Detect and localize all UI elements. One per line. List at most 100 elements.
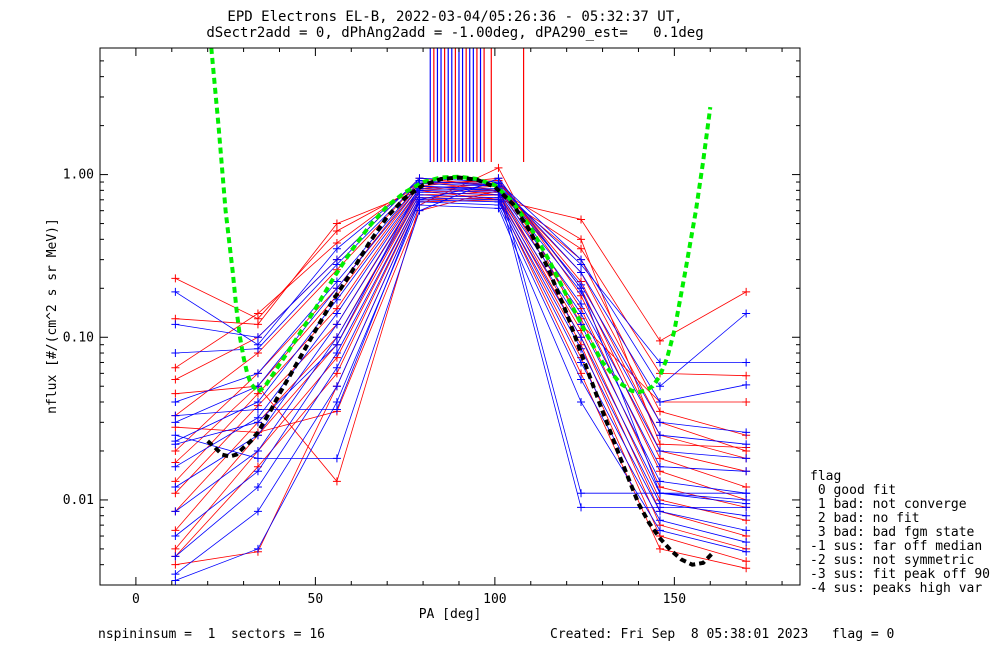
series-line-7 <box>175 183 747 501</box>
y-tick-label: 1.00 <box>63 168 94 183</box>
data-point-marker <box>494 204 503 213</box>
data-point-marker <box>171 363 180 372</box>
data-point-marker <box>332 260 341 269</box>
plot-frame <box>99 47 801 586</box>
data-point-marker <box>742 526 751 535</box>
data-point-marker <box>577 489 586 498</box>
data-point-marker <box>332 309 341 318</box>
data-point-marker <box>171 397 180 406</box>
data-point-marker <box>332 227 341 236</box>
data-point-marker <box>656 382 664 391</box>
data-point-marker <box>332 405 341 414</box>
series-line-13 <box>175 199 747 569</box>
data-point-marker <box>332 477 341 486</box>
legend-item-5: -2 sus: not symmetric <box>810 553 975 568</box>
data-point-marker <box>577 244 586 253</box>
data-point-marker <box>171 446 180 455</box>
y-axis-label: nflux [#/(cm^2 s sr MeV)] <box>45 218 60 414</box>
data-point-marker <box>415 206 424 215</box>
data-point-marker <box>253 405 262 414</box>
series-line-29 <box>175 177 747 501</box>
data-point-marker <box>656 477 664 486</box>
data-point-marker <box>171 431 180 440</box>
data-point-marker <box>253 309 262 318</box>
legend-item-2: 2 bad: no fit <box>810 511 920 526</box>
data-point-marker <box>656 336 664 345</box>
data-point-marker <box>253 418 262 427</box>
data-point-marker <box>577 284 586 293</box>
data-point-marker <box>171 576 180 585</box>
data-point-marker <box>253 454 262 463</box>
data-point-marker <box>742 287 751 296</box>
data-point-marker <box>577 375 586 384</box>
data-point-marker <box>253 507 262 516</box>
data-point-marker <box>742 538 751 547</box>
data-point-marker <box>656 503 664 512</box>
data-point-marker <box>332 340 341 349</box>
series-line-20 <box>175 185 747 445</box>
data-point-marker <box>253 446 262 455</box>
data-point-marker <box>742 564 751 573</box>
black-fit-curve <box>206 175 716 567</box>
x-tick-label: 0 <box>132 592 140 607</box>
data-point-marker <box>332 454 341 463</box>
data-point-marker <box>577 503 586 512</box>
legend-item-1: 1 bad: not converge <box>810 497 967 512</box>
series-line-3 <box>175 177 747 452</box>
series-line-22 <box>175 189 747 472</box>
data-point-marker <box>171 411 180 420</box>
series-line-26 <box>175 199 747 557</box>
data-point-marker <box>171 552 180 561</box>
data-point-marker <box>656 358 664 367</box>
data-point-marker <box>577 300 586 309</box>
data-point-marker <box>742 511 751 520</box>
data-point-marker <box>742 503 751 512</box>
data-point-marker <box>656 440 664 449</box>
data-point-marker <box>577 235 586 244</box>
legend-item-3: 3 bad: bad fgm state <box>810 525 975 540</box>
data-point-marker <box>656 516 664 525</box>
top-markers-layer <box>429 48 525 162</box>
x-tick-label: 50 <box>308 592 324 607</box>
data-point-marker <box>332 320 341 329</box>
legend-item-4: -1 sus: far off median <box>810 539 983 554</box>
data-point-marker <box>171 375 180 384</box>
chart-title-line-1: EPD Electrons EL-B, 2022-03-04/05:26:36 … <box>227 9 683 25</box>
data-point-marker <box>171 418 180 427</box>
series-line-31 <box>175 185 747 508</box>
series-line-2 <box>175 181 747 436</box>
footer-left: nspininsum = 1 sectors = 16 <box>98 627 325 642</box>
series-line-8 <box>175 185 747 508</box>
x-tick-label: 150 <box>663 592 686 607</box>
axes-layer: 0 50 100 150 0.01 0.10 1.00 <box>63 47 800 607</box>
series-line-6 <box>175 177 747 488</box>
data-point-marker <box>253 333 262 342</box>
data-point-marker <box>656 446 664 455</box>
data-point-marker <box>332 333 341 342</box>
data-point-marker <box>656 489 664 498</box>
series-line-1 <box>175 185 747 377</box>
data-point-marker <box>171 287 180 296</box>
data-point-marker <box>742 397 751 406</box>
y-tick-label: 0.01 <box>63 493 94 508</box>
data-point-marker <box>171 507 180 516</box>
data-point-marker <box>332 363 341 372</box>
chart-title-line-2: dSectr2add = 0, dPhAng2add = -1.00deg, d… <box>206 25 704 41</box>
data-point-marker <box>171 349 180 358</box>
green-fit-curve <box>209 48 713 395</box>
data-point-marker <box>171 440 180 449</box>
data-point-marker <box>742 309 751 318</box>
data-point-marker <box>253 369 262 378</box>
data-point-marker <box>656 454 664 463</box>
legend-title: flag <box>810 469 842 484</box>
data-point-marker <box>742 454 751 463</box>
series-line-27 <box>175 201 747 575</box>
fit-curves-layer <box>206 48 716 567</box>
legend-item-0: 0 good fit <box>810 483 897 498</box>
data-point-marker <box>577 309 586 318</box>
data-point-marker <box>171 560 180 569</box>
data-point-marker <box>171 483 180 492</box>
data-point-marker <box>253 544 262 553</box>
series-line-16 <box>175 180 747 363</box>
data-point-marker <box>253 344 262 353</box>
